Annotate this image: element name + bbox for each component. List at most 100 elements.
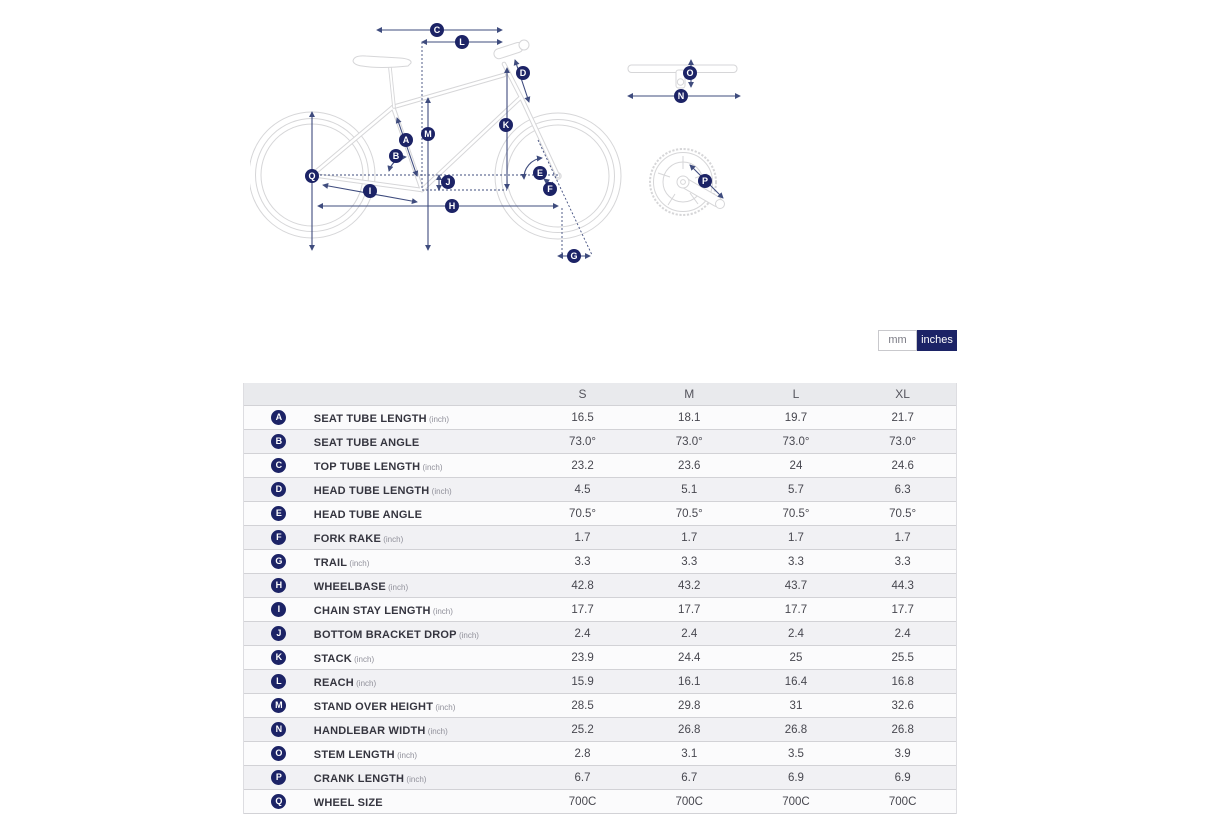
row-badge-cell: N [244,722,314,737]
row-letter-badge: L [271,674,287,689]
row-label-cell: CHAIN STAY LENGTH (inch) [314,601,529,619]
row-value: 43.7 [784,579,808,592]
bike-diagram-drawing [250,26,741,260]
row-value: 25.5 [891,651,914,664]
row-value: 24 [789,459,803,472]
row-value: 73.0° [675,435,703,448]
unit-toggle: mm inches [878,330,957,351]
row-label: WHEEL SIZE [313,796,383,809]
row-value: 73.0° [782,435,810,448]
diagram-badge-j: J [441,175,455,189]
table-row: D HEAD TUBE LENGTH (inch) 4.5 5.1 5.7 6.3 [244,478,956,502]
row-letter-badge: K [271,650,287,665]
row-letter-badge: D [271,482,287,497]
row-label-cell: TOP TUBE LENGTH (inch) [314,457,529,475]
row-badge-cell: K [244,650,314,665]
row-label-cell: SEAT TUBE ANGLE [314,433,529,451]
row-value: 6.9 [894,771,911,784]
diagram-badge-m: M [421,127,435,141]
diagram-badge-f: F [543,182,557,196]
unit-toggle-inches-button[interactable]: inches [917,330,957,351]
row-value: 2.4 [681,627,698,640]
row-unit: (inch) [429,486,452,496]
row-label-cell: WHEELBASE (inch) [314,577,529,595]
row-value: 700C [888,795,917,808]
table-row: C TOP TUBE LENGTH (inch) 23.2 23.6 24 24.6 [244,454,956,478]
row-value: 26.8 [784,723,808,736]
row-value: 16.8 [891,675,914,688]
diagram-badge-o: O [683,66,697,80]
row-value: 2.4 [787,627,804,640]
row-value: 31 [789,699,803,712]
bike-side-view [250,39,622,240]
row-label-cell: HEAD TUBE ANGLE [314,505,529,523]
row-letter-badge: J [271,626,287,641]
row-label: REACH [313,676,354,689]
row-letter-badge: I [271,602,287,617]
row-unit: (inch) [456,630,479,640]
diagram-badge-c: C [430,23,444,37]
row-value: 6.7 [681,771,698,784]
size-column-m: M [684,387,695,401]
row-value: 6.3 [894,483,911,496]
row-value: 17.7 [891,603,914,616]
row-label-cell: STACK (inch) [314,649,529,667]
row-letter-badge: E [271,506,287,521]
row-value: 70.5° [889,507,917,520]
row-letter-badge: M [271,698,287,713]
row-badge-cell: M [244,698,314,713]
row-unit: (inch) [433,702,456,712]
size-column-l: L [792,387,800,401]
row-value: 70.5° [782,507,810,520]
row-badge-cell: A [244,410,314,425]
row-unit: (inch) [420,462,443,472]
row-value: 19.7 [784,411,808,424]
row-value: 3.5 [787,747,804,760]
diagram-badge-l: L [455,35,469,49]
row-value: 3.3 [787,555,804,568]
row-value: 18.1 [678,411,701,424]
row-label-cell: HEAD TUBE LENGTH (inch) [314,481,529,499]
row-value: 5.1 [681,483,698,496]
row-badge-cell: I [244,602,314,617]
table-row: P CRANK LENGTH (inch) 6.7 6.7 6.9 6.9 [244,766,956,790]
diagram-badge-h: H [445,199,459,213]
row-letter-badge: Q [271,794,287,809]
diagram-badge-p: P [698,174,712,188]
row-badge-cell: D [244,482,314,497]
row-letter-badge: O [271,746,287,761]
row-label: SEAT TUBE ANGLE [313,436,420,449]
table-row: F FORK RAKE (inch) 1.7 1.7 1.7 1.7 [244,526,956,550]
row-value: 21.7 [891,411,914,424]
row-value: 24.4 [678,651,701,664]
row-label-cell: WHEEL SIZE [314,793,529,811]
geometry-table-body: A SEAT TUBE LENGTH (inch) 16.5 18.1 19.7 21.7… [244,406,956,814]
row-label: SEAT TUBE LENGTH [313,412,427,425]
row-value: 42.8 [571,579,594,592]
diagram-badge-i: I [363,184,377,198]
row-label-cell: FORK RAKE (inch) [314,529,529,547]
row-label: BOTTOM BRACKET DROP [313,628,457,641]
row-label: STACK [313,652,352,665]
row-label: STAND OVER HEIGHT [313,700,434,713]
row-value: 25 [789,651,803,664]
row-value: 700C [568,795,597,808]
size-column-xl: XL [895,387,910,401]
row-letter-badge: B [271,434,287,449]
table-row: O STEM LENGTH (inch) 2.8 3.1 3.5 3.9 [244,742,956,766]
unit-toggle-mm-button[interactable]: mm [878,330,917,351]
row-value: 23.6 [678,459,701,472]
row-value: 2.8 [574,747,591,760]
row-value: 24.6 [891,459,914,472]
row-label-cell: CRANK LENGTH (inch) [314,769,529,787]
row-value: 15.9 [571,675,594,688]
row-label-cell: HANDLEBAR WIDTH (inch) [314,721,529,739]
table-header-row: S M L XL [244,383,956,406]
row-value: 3.3 [574,555,591,568]
row-unit: (inch) [347,558,370,568]
row-badge-cell: Q [244,794,314,809]
row-value: 16.1 [678,675,701,688]
diagram-badge-a: A [399,133,413,147]
row-value: 73.0° [569,435,597,448]
